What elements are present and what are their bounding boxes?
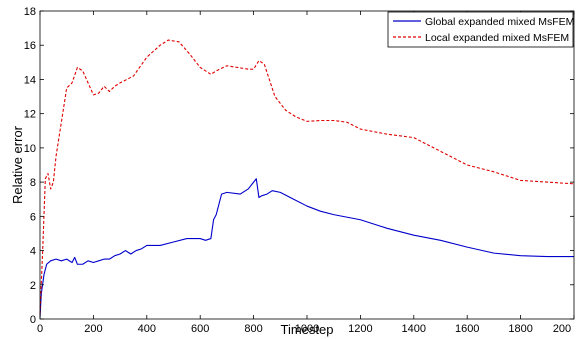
y-tick-label: 12 [24,109,36,121]
x-tick-label: 1000 [295,323,319,335]
x-tick-label: 800 [244,323,262,335]
y-axis-title: Relative error [10,125,25,204]
y-tick-label: 0 [30,314,36,326]
y-tick-label: 18 [24,6,36,18]
x-tick-label: 200 [84,323,102,335]
series-line-0 [39,178,574,318]
series-layer [39,39,575,318]
x-tick-label: 1200 [348,323,372,335]
legend-box [387,11,574,48]
legend: Global expanded mixed MsFEM Local expand… [387,11,574,48]
legend-label-local: Local expanded mixed MsFEM [425,32,569,44]
series-line-1 [39,39,575,314]
x-tick-label: 0 [37,323,43,335]
y-tick-label: 10 [24,143,36,155]
legend-label-global: Global expanded mixed MsFEM [425,16,574,28]
x-tick-label: 600 [191,323,209,335]
y-tick-label: 14 [24,74,36,86]
x-tick-label: 200 [553,323,571,335]
y-tick-label: 6 [30,211,36,223]
y-tick-label: 4 [30,246,36,258]
x-tick-label: 400 [138,323,156,335]
ticks-layer: 0 200 400 600 800 1000 1200 1400 1600 1800 2000246… [24,6,575,335]
x-tick-label: 1800 [508,323,532,335]
x-tick-label: 1400 [402,323,426,335]
x-tick-label: 1600 [455,323,479,335]
x-axis-title: Timestep [281,322,334,337]
y-tick-label: 2 [30,280,36,292]
plot-background [40,11,574,319]
y-tick-label: 16 [24,40,36,52]
y-tick-label: 8 [30,177,36,189]
